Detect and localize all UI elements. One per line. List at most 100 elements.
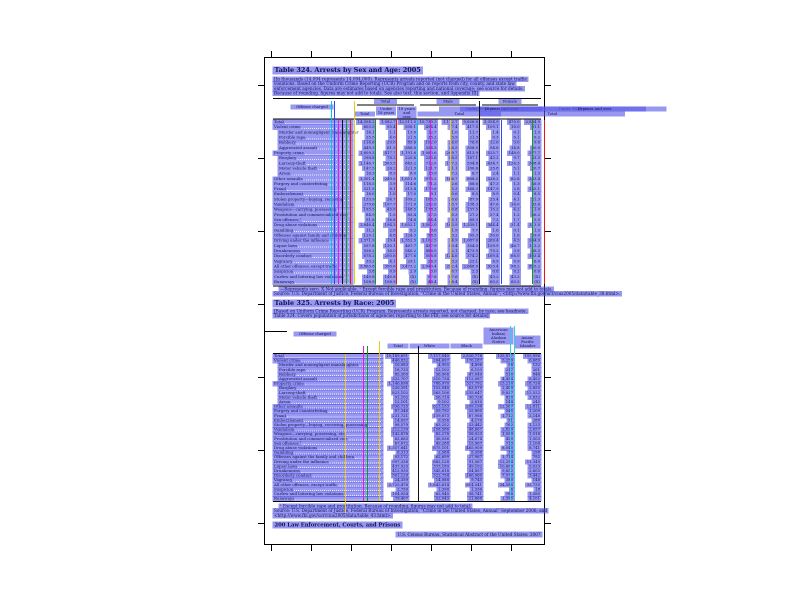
cell-value: 25,800 (467, 408, 483, 414)
row-label: Vandalism (273, 427, 383, 432)
cell-value: 321.5 (362, 186, 376, 192)
row-label: All other offenses, except traffic (273, 482, 383, 488)
cell-value: 299,194 (465, 404, 483, 409)
row-label: Disorderly conduct (273, 254, 353, 259)
cell-value: 1.9 (450, 227, 459, 233)
cell-value: 374.2 (466, 253, 479, 259)
cell-value: 74.8 (406, 217, 417, 223)
cell-value: 8,040 (501, 445, 514, 451)
cell-value: 85,309 (393, 371, 409, 377)
cell-value: 159,873 (432, 413, 450, 419)
cell-value: 6 (509, 486, 514, 492)
cell-value: 4,170 (470, 417, 483, 423)
cell-value: 52,043 (434, 496, 450, 501)
cell-value: 169.4 (486, 253, 500, 259)
row-label: Murder and nonnegligent manslaughter (278, 130, 362, 135)
cell-value: 40.8 (448, 207, 459, 213)
row-label: Other assaults (273, 404, 383, 409)
cell-value: 2,832 (528, 394, 541, 400)
row-label: Liquor laws (273, 244, 353, 249)
cell-value: 34,588 (498, 482, 514, 488)
cell-value: 27.5 (427, 212, 438, 218)
cell-value: 450 (504, 436, 514, 442)
footnote-line: ¹ Except forcible rape and prostitution.… (279, 503, 473, 509)
cell-value: 232.0 (424, 202, 438, 207)
cell-value: 7.2 (491, 217, 500, 223)
column-separator-line (479, 101, 480, 284)
cell-value: 15,967 (467, 440, 483, 446)
cell-value: 3.9 (388, 181, 397, 187)
row-label: Vagrancy (273, 478, 383, 483)
cell-value: 33.2 (365, 258, 376, 264)
column-header: White (410, 344, 449, 348)
cell-value: 303.5 (383, 160, 397, 166)
cell-value: 486.0 (424, 248, 438, 254)
cell-value: 210,734 (432, 376, 450, 382)
row-label: Vandalism (273, 202, 353, 207)
cell-value: 14,097 (393, 417, 409, 423)
row-label: Driving under the influence (273, 459, 383, 465)
cell-value: 332,707 (391, 376, 409, 382)
cell-value: 354.5 (424, 145, 438, 151)
cell-value: 326.2 (486, 176, 500, 182)
cell-value: 200.6 (383, 253, 397, 259)
column-separator-line (375, 120, 376, 284)
axis-tick-bottom (271, 545, 272, 551)
cell-value: 82.8 (510, 176, 521, 182)
headnote-line: Table 324. Covers population of jurisdic… (273, 313, 490, 319)
cell-value: 124.3 (404, 233, 417, 238)
table325-title: Table 325. Arrests by Race: 2005 (273, 299, 396, 307)
cell-value: 5.1 (512, 165, 521, 171)
cell-value: 437,923 (391, 463, 409, 469)
cell-value: 45.0 (386, 207, 397, 213)
cell-value: 95.3 (468, 233, 479, 238)
row-label: Fraud (273, 413, 383, 419)
cell-value: 2.9 (408, 269, 417, 274)
cell-value: 76.0 (468, 140, 479, 145)
column-separator-line (350, 120, 351, 284)
cell-value: 12.7 (427, 129, 438, 135)
cell-value: 43.2 (510, 274, 521, 280)
cell-value: 0.3 (450, 212, 459, 218)
row-label: Embezzlement (273, 192, 353, 197)
column-separator-line (544, 120, 545, 284)
cell-value: 264.9 (528, 238, 541, 243)
cell-value: 177.2 (445, 160, 459, 166)
cell-value: 91.6 (365, 217, 376, 223)
cell-value: 142,878 (391, 431, 409, 437)
cell-value: 0.6 (532, 269, 541, 274)
cell-value: 1,083.6 (421, 151, 438, 156)
cell-value: 14.1 (365, 129, 376, 135)
cell-value: 8,741 (528, 445, 541, 451)
cell-value: 0.9 (512, 258, 521, 264)
cell-value: 473.9 (466, 248, 479, 254)
cell-value: 1,580 (528, 491, 541, 497)
cell-value: 162.9 (445, 222, 459, 228)
cell-value: 114.6 (362, 140, 376, 145)
cell-value: 1,209 (528, 408, 541, 414)
cell-value: 147.9 (486, 186, 500, 192)
cell-value: 1,582.7 (380, 119, 397, 125)
cell-value: 16.0 (386, 248, 397, 254)
cell-value: 97.6 (427, 274, 438, 280)
cell-value: 132 (531, 362, 541, 368)
cell-value: 4,434 (501, 376, 514, 382)
cell-value: 4,898 (470, 362, 483, 368)
cell-value: 21,868 (467, 496, 483, 501)
row-label: Prostitution and commercialized vice (273, 213, 353, 218)
axis-tick-right (545, 377, 551, 378)
row-label: Robbery (278, 372, 383, 377)
cell-value: 1,146.7 (359, 160, 376, 166)
column-separator-line (417, 120, 418, 284)
cell-value: 25.5 (365, 134, 376, 140)
cell-value: 1,502.0 (421, 223, 438, 228)
cell-value: 534.8 (466, 160, 479, 166)
column-separator-line (367, 346, 368, 501)
cell-value: 84.9 (365, 212, 376, 218)
cell-value: (X) (471, 274, 479, 280)
cell-value: 2,603 (528, 468, 541, 474)
cell-value: 6,153 (470, 367, 483, 373)
cell-value: 11.2 (365, 227, 376, 233)
cell-value: 377.7 (528, 150, 541, 156)
cell-value: 449.3 (362, 145, 376, 151)
